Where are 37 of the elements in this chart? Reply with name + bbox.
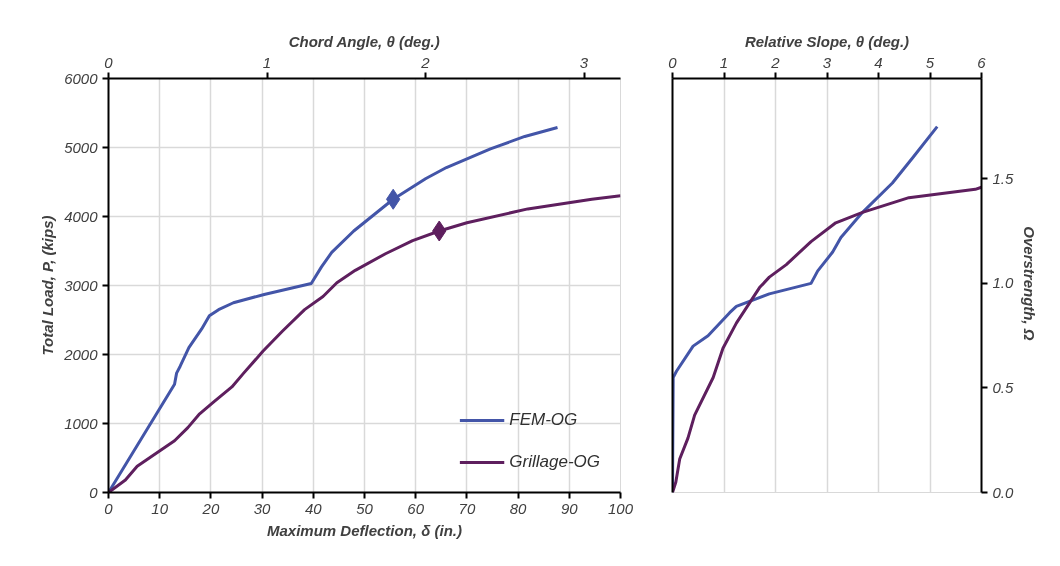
y2-tick-label: 1.0	[992, 274, 1015, 292]
x-tick-label: 0	[104, 499, 114, 517]
y-axis-title: Total Load, P, (kips)	[39, 215, 57, 356]
x-axis-title: Relative Slope, θ (deg.)	[744, 32, 910, 50]
y2-axis-title: Overstrength, Ω	[1021, 226, 1039, 341]
y-tick-label: 6000	[64, 69, 99, 87]
x-tick-label: 5	[925, 53, 935, 71]
x-tick-label: 60	[407, 499, 425, 517]
y-tick-label: 0	[89, 483, 99, 501]
x-tick-label: 80	[509, 499, 528, 517]
x-tick-label: 10	[151, 499, 169, 517]
x-axis-title: Maximum Deflection, δ (in.)	[267, 521, 463, 539]
x-tick-label: 100	[607, 499, 634, 517]
x-tick-label: 4	[874, 53, 883, 71]
y2-tick-label: 0.5	[992, 378, 1015, 396]
y-tick-label: 3000	[64, 276, 99, 294]
x-tick-label: 50	[356, 499, 374, 517]
legend-label: Grillage-OG	[509, 452, 600, 472]
y-tick-label: 4000	[64, 207, 99, 225]
line-series	[672, 185, 982, 493]
x-tick-label: 30	[253, 499, 272, 517]
y-tick-label: 5000	[64, 138, 99, 156]
x-tick-label: 70	[458, 499, 476, 517]
x-tick-label: 3	[822, 53, 832, 71]
x-tick-label: 6	[977, 53, 987, 71]
y2-tick-label: 1.5	[992, 169, 1015, 187]
x-tick-label: 1	[719, 53, 729, 71]
x2-axis-title: Chord Angle, θ (deg.)	[288, 32, 440, 50]
x-tick-label: 40	[304, 499, 323, 517]
x-tick-label: 20	[201, 499, 220, 517]
y-tick-label: 1000	[64, 414, 99, 432]
x-tick-label: 0	[668, 53, 678, 71]
x-tick-label: 90	[560, 499, 579, 517]
legend-label: FEM-OG	[509, 410, 578, 430]
y2-tick-label: 0.0	[992, 483, 1015, 501]
x-tick-label: 2	[770, 53, 781, 71]
y-tick-label: 2000	[63, 345, 99, 363]
